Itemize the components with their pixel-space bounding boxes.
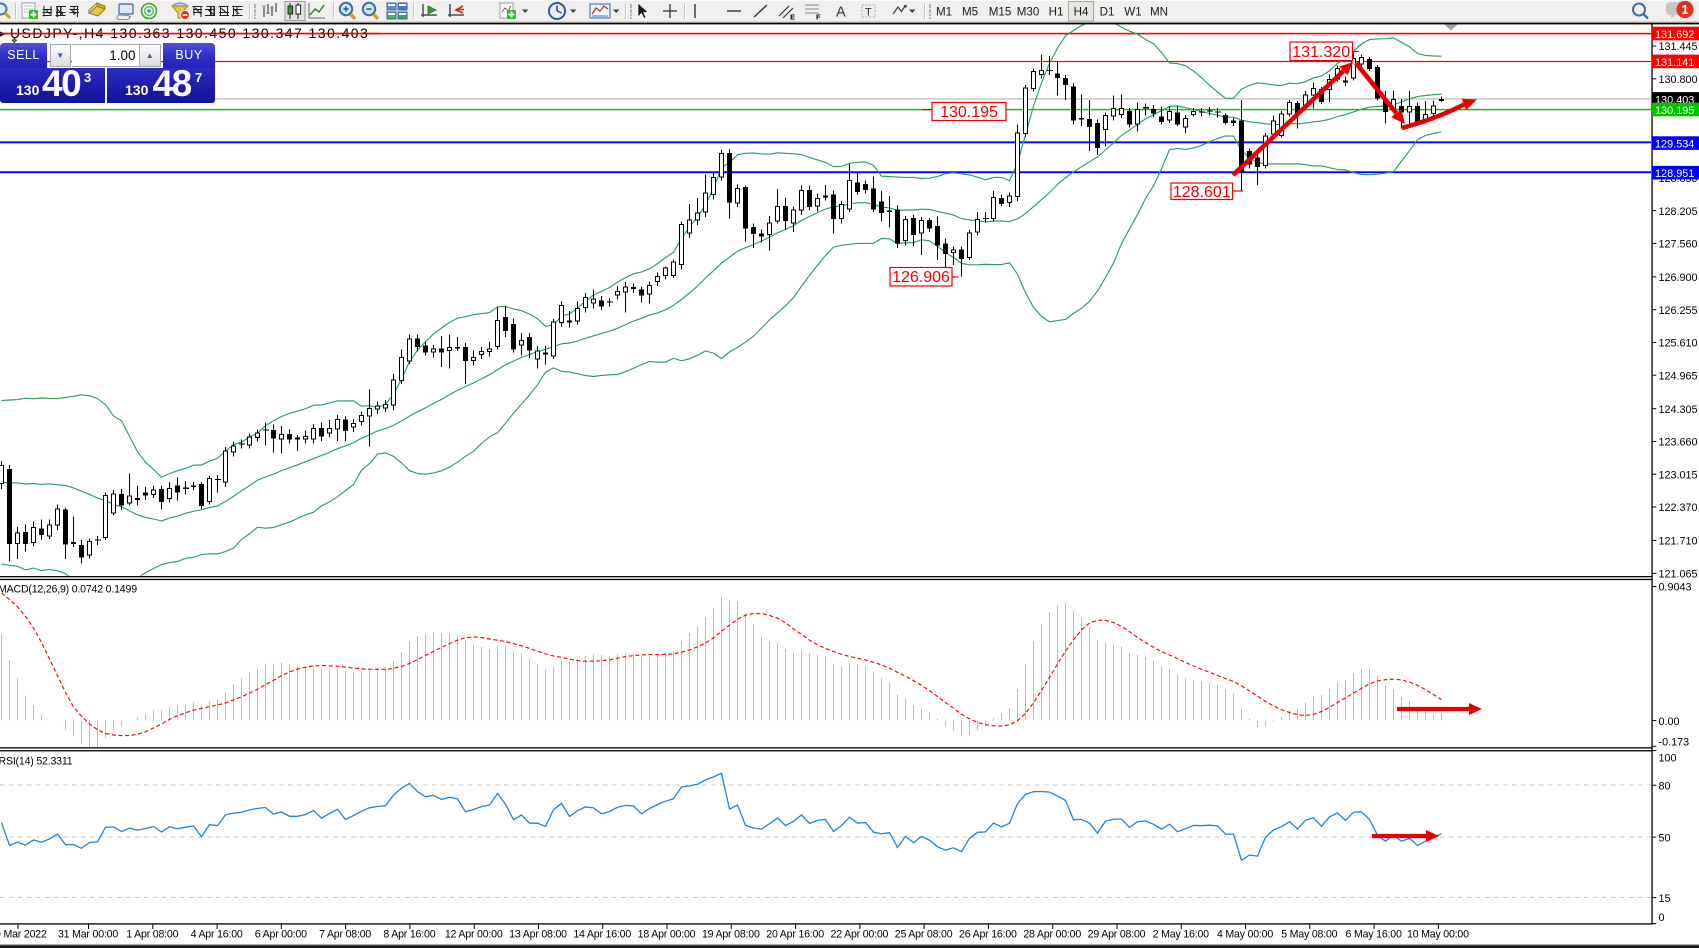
svg-text:2 May 16:00: 2 May 16:00 bbox=[1153, 928, 1209, 940]
svg-text:RSI(14) 52.3311: RSI(14) 52.3311 bbox=[0, 756, 73, 768]
svg-text:18 Apr 00:00: 18 Apr 00:00 bbox=[638, 928, 696, 940]
svg-text:10 May 00:00: 10 May 00:00 bbox=[1407, 928, 1469, 940]
svg-text:123.015: 123.015 bbox=[1659, 469, 1698, 481]
svg-text:126.255: 126.255 bbox=[1659, 305, 1698, 317]
svg-text:31 Mar 00:00: 31 Mar 00:00 bbox=[58, 928, 118, 940]
svg-text:D1: D1 bbox=[1100, 6, 1115, 19]
svg-text:4 Apr 16:00: 4 Apr 16:00 bbox=[191, 928, 243, 940]
svg-text:T: T bbox=[865, 7, 872, 19]
svg-text:26 Apr 16:00: 26 Apr 16:00 bbox=[959, 928, 1017, 940]
svg-text:MACD(12,26,9) 0.0742 0.1499: MACD(12,26,9) 0.0742 0.1499 bbox=[0, 584, 137, 596]
svg-text:6 May 16:00: 6 May 16:00 bbox=[1346, 928, 1402, 940]
svg-text:1: 1 bbox=[1682, 3, 1689, 17]
svg-text:M5: M5 bbox=[962, 6, 978, 19]
svg-text:13 Apr 08:00: 13 Apr 08:00 bbox=[509, 928, 567, 940]
svg-text:M15: M15 bbox=[989, 6, 1012, 19]
svg-text:131.141: 131.141 bbox=[1655, 57, 1694, 69]
svg-text:131.692: 131.692 bbox=[1655, 29, 1694, 41]
svg-text:A: A bbox=[836, 5, 846, 21]
svg-text:0.00: 0.00 bbox=[1659, 716, 1680, 728]
svg-text:12 Apr 00:00: 12 Apr 00:00 bbox=[445, 928, 503, 940]
svg-text:15: 15 bbox=[1659, 893, 1671, 905]
svg-text:130.800: 130.800 bbox=[1659, 74, 1698, 86]
svg-text:127.560: 127.560 bbox=[1659, 239, 1698, 251]
svg-text:H1: H1 bbox=[1049, 6, 1064, 19]
svg-text:131.445: 131.445 bbox=[1659, 41, 1698, 53]
svg-text:M30: M30 bbox=[1017, 6, 1040, 19]
svg-text:19 Apr 08:00: 19 Apr 08:00 bbox=[702, 928, 760, 940]
svg-text:4 May 00:00: 4 May 00:00 bbox=[1217, 928, 1273, 940]
svg-text:0.9043: 0.9043 bbox=[1659, 582, 1692, 594]
svg-text:130.195: 130.195 bbox=[940, 104, 998, 121]
svg-text:MN: MN bbox=[1150, 6, 1168, 19]
svg-text:20 Apr 16:00: 20 Apr 16:00 bbox=[766, 928, 824, 940]
svg-text:122.370: 122.370 bbox=[1659, 502, 1698, 514]
svg-text:130.195: 130.195 bbox=[1655, 105, 1694, 117]
svg-text:E: E bbox=[790, 13, 795, 22]
svg-text:8 Apr 16:00: 8 Apr 16:00 bbox=[383, 928, 435, 940]
svg-text:121.065: 121.065 bbox=[1659, 569, 1698, 581]
svg-text:100: 100 bbox=[1659, 753, 1677, 765]
svg-text:128.951: 128.951 bbox=[1655, 168, 1694, 180]
svg-text:50: 50 bbox=[1659, 832, 1671, 844]
svg-text:124.305: 124.305 bbox=[1659, 404, 1698, 416]
svg-text:123.660: 123.660 bbox=[1659, 437, 1698, 449]
svg-text:14 Apr 16:00: 14 Apr 16:00 bbox=[573, 928, 631, 940]
svg-text:124.965: 124.965 bbox=[1659, 370, 1698, 382]
svg-text:-0.173: -0.173 bbox=[1659, 737, 1690, 749]
svg-text:F: F bbox=[816, 13, 821, 22]
svg-text:128.205: 128.205 bbox=[1659, 206, 1698, 218]
svg-text:0: 0 bbox=[1659, 912, 1665, 924]
svg-text:80: 80 bbox=[1659, 780, 1671, 792]
svg-text:22 Apr 00:00: 22 Apr 00:00 bbox=[831, 928, 889, 940]
svg-text:25 Apr 08:00: 25 Apr 08:00 bbox=[895, 928, 953, 940]
svg-text:126.906: 126.906 bbox=[892, 269, 950, 286]
svg-text:6 Apr 00:00: 6 Apr 00:00 bbox=[255, 928, 307, 940]
svg-text:5 May 08:00: 5 May 08:00 bbox=[1281, 928, 1337, 940]
svg-text:125.610: 125.610 bbox=[1659, 338, 1698, 350]
svg-text:1 Apr 08:00: 1 Apr 08:00 bbox=[126, 928, 178, 940]
svg-text:7 Apr 08:00: 7 Apr 08:00 bbox=[319, 928, 371, 940]
svg-text:❖: ❖ bbox=[11, 36, 18, 45]
svg-text:M1: M1 bbox=[936, 6, 952, 19]
svg-text:W1: W1 bbox=[1124, 6, 1141, 19]
svg-text:128.601: 128.601 bbox=[1173, 184, 1231, 201]
svg-text:129.534: 129.534 bbox=[1655, 139, 1694, 151]
svg-text:121.710: 121.710 bbox=[1659, 536, 1698, 548]
svg-text:H4: H4 bbox=[1074, 6, 1089, 19]
svg-text:131.320: 131.320 bbox=[1292, 44, 1350, 61]
svg-text:28 Apr 00:00: 28 Apr 00:00 bbox=[1023, 928, 1081, 940]
svg-text:126.900: 126.900 bbox=[1659, 272, 1698, 284]
svg-text:29 Mar 2022: 29 Mar 2022 bbox=[0, 928, 47, 940]
svg-text:29 Apr 08:00: 29 Apr 08:00 bbox=[1088, 928, 1146, 940]
